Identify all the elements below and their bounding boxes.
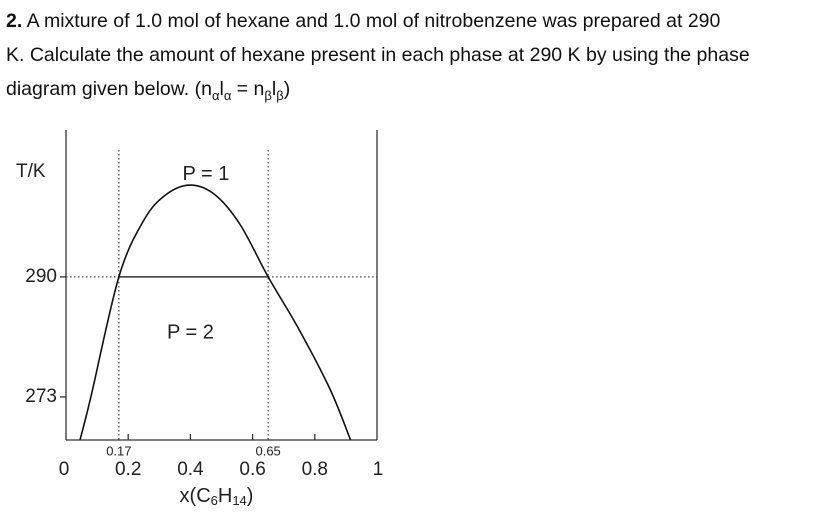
subscript: β — [276, 88, 284, 103]
guide-label: 0.17 — [106, 443, 131, 458]
guide-label: 0.65 — [255, 443, 280, 458]
y-tick-label: 273 — [25, 386, 57, 407]
y-axis-label: T/K — [16, 161, 46, 182]
question-text: A mixture of 1.0 mol of hexane and 1.0 m… — [26, 10, 721, 32]
x-tick-label: 0.6 — [239, 459, 265, 480]
x-label-text: ) — [247, 485, 254, 507]
question-text: l — [271, 78, 277, 100]
subscript: α — [211, 88, 220, 103]
question-text: = n — [231, 78, 265, 100]
question-text: K. Calculate the amount of hexane presen… — [6, 44, 750, 66]
question-line: K. Calculate the amount of hexane presen… — [6, 38, 830, 72]
coexistence-curve — [79, 184, 352, 441]
subscript: α — [223, 88, 232, 103]
y-tick-label: 290 — [25, 266, 57, 287]
question: 2. A mixture of 1.0 mol of hexane and 1.… — [6, 4, 830, 106]
question-line: diagram given below. (nαlα = nβlβ) — [6, 72, 830, 106]
question-text: diagram given below. (n — [6, 78, 212, 100]
question-text: ) — [283, 78, 291, 100]
x-label-text: x(C — [180, 485, 211, 507]
question-text: l — [219, 78, 224, 100]
x-tick-label: 0.2 — [115, 459, 141, 480]
x-tick-label: 0.4 — [177, 459, 204, 480]
subscript: 14 — [232, 493, 246, 508]
annotation: P = 2 — [167, 322, 214, 344]
x-tick-label: 0.8 — [302, 459, 328, 480]
x-tick-label: 0 — [59, 459, 70, 480]
x-tick-label: 1 — [373, 459, 384, 480]
question-line: 2. A mixture of 1.0 mol of hexane and 1.… — [6, 4, 830, 38]
x-axis-label: x(C6H14) — [180, 485, 254, 508]
annotation: P = 1 — [182, 163, 229, 185]
subscript: 6 — [211, 493, 218, 508]
x-label-text: H — [218, 485, 232, 507]
question-number: 2. — [6, 10, 23, 32]
subscript: β — [264, 88, 272, 103]
